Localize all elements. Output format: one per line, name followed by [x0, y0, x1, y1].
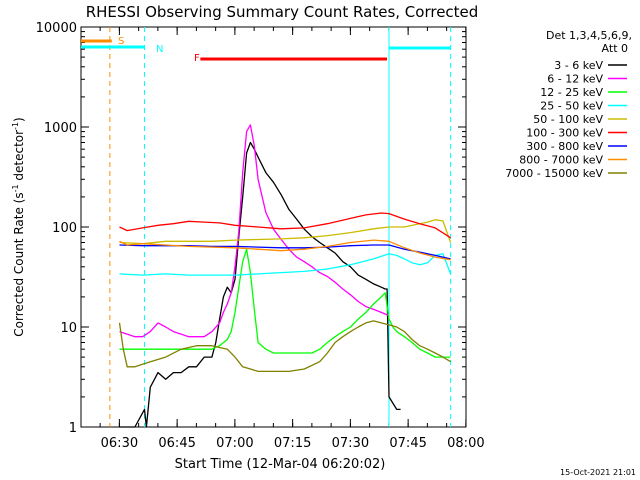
series-line [119, 248, 451, 358]
legend-entry-label: 3 - 6 keV [554, 59, 603, 72]
x-tick-label: 06:30 [101, 436, 138, 451]
y-tick-label: 1 [69, 421, 77, 436]
series-line [119, 239, 451, 261]
legend-header-2: Att 0 [602, 42, 628, 55]
y-axis-label: Corrected Count Rate (s-1 detector-1) [11, 117, 26, 336]
legend-entry-label: 7000 - 15000 keV [505, 167, 603, 180]
legend-entry-label: 50 - 100 keV [533, 113, 603, 126]
legend-entry-label: 100 - 300 keV [526, 127, 603, 140]
y-axis-label-part-3: ) [12, 117, 26, 122]
legend-entry-label: 25 - 50 keV [540, 100, 603, 113]
y-axis-label-part-1: Corrected Count Rate (s [12, 192, 26, 336]
legend-header-1: Det 1,3,4,5,6,9, [546, 29, 632, 42]
series-line [119, 141, 401, 428]
timestamp: 15-Oct-2021 21:01 [560, 468, 636, 477]
legend-entry-label: 6 - 12 keV [547, 73, 603, 86]
legend-entry-label: 800 - 7000 keV [519, 154, 603, 167]
axis-ticks [81, 27, 467, 428]
chart-title: RHESSI Observing Summary Count Rates, Co… [86, 3, 479, 21]
x-tick-label: 08:00 [447, 436, 484, 451]
x-tick-label: 07:45 [389, 436, 426, 451]
x-tick-label: 07:30 [332, 436, 369, 451]
flag-bars: S N F [81, 36, 451, 64]
plot-frame [80, 26, 467, 428]
x-tick-label: 07:00 [216, 436, 253, 451]
flag-label: N [156, 44, 163, 55]
y-axis-label-part-2: detector [12, 130, 26, 185]
x-tick-labels: 06:30 06:45 07:00 07:15 07:30 07:45 08:00 [101, 436, 485, 451]
series-line [119, 124, 390, 338]
y-tick-label: 100 [52, 221, 77, 236]
x-axis-label: Start Time (12-Mar-04 06:20:02) [175, 457, 386, 472]
y-tick-label: 1000 [44, 121, 77, 136]
y-tick-label: 10000 [36, 21, 77, 36]
series-lines [118, 124, 452, 428]
legend-entry-label: 300 - 800 keV [526, 140, 603, 153]
flag-label: S [118, 36, 124, 47]
series-line [118, 320, 451, 373]
flag-label: F [194, 53, 200, 64]
y-axis-label-sup-2: -1 [11, 122, 20, 130]
y-tick-label: 10 [60, 321, 77, 336]
y-axis-label-sup-1: -1 [11, 184, 20, 192]
series-line [119, 219, 452, 245]
legend-entry-label: 12 - 25 keV [540, 86, 603, 99]
y-tick-labels: 1 10 100 1000 10000 [36, 21, 77, 436]
series-line [119, 253, 452, 276]
x-tick-label: 07:15 [274, 436, 311, 451]
series-line [119, 212, 451, 239]
x-tick-label: 06:45 [158, 436, 195, 451]
